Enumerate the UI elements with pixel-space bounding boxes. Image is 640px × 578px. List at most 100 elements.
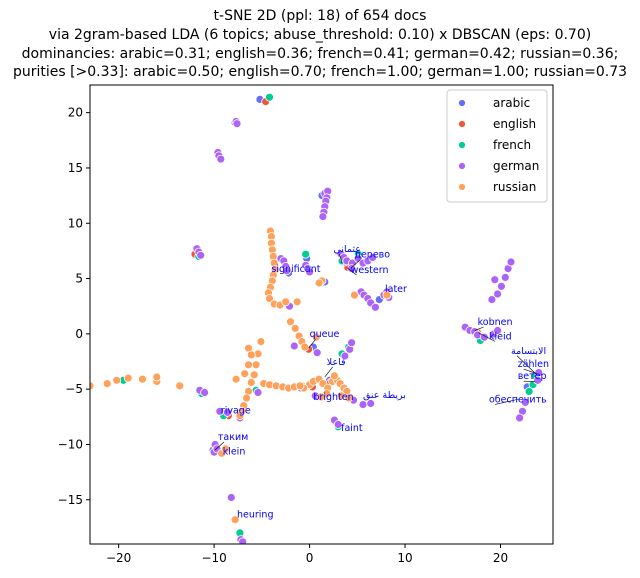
point-german <box>347 264 357 274</box>
x-tick-label: 10 <box>397 551 412 565</box>
point-german <box>493 289 503 299</box>
point-german <box>479 332 489 342</box>
x-tick-label: −20 <box>106 551 131 565</box>
annotation-arrow <box>478 332 496 342</box>
annotation-arrow <box>474 326 484 331</box>
point-russian <box>316 392 326 402</box>
y-tick-label: −15 <box>58 493 83 507</box>
point-german <box>196 250 206 260</box>
point-german <box>368 253 378 262</box>
annotation-label: الابتسامة <box>511 346 546 357</box>
legend-label-russian: russian <box>493 180 536 194</box>
point-german <box>232 119 242 129</box>
point-german <box>487 295 497 305</box>
point-german <box>515 413 524 423</box>
point-german <box>223 407 232 417</box>
point-russian <box>329 371 339 381</box>
legend-marker-russian <box>458 183 466 191</box>
annotation-label: western <box>351 265 389 276</box>
y-tick-label: 20 <box>68 106 83 120</box>
annotation-arrow <box>214 441 225 451</box>
title-line-4: purities [>0.33]: arabic=0.50; english=0… <box>13 64 627 80</box>
points-layer <box>90 92 544 544</box>
point-german <box>520 397 530 407</box>
legend: arabic english french german russian <box>446 89 548 203</box>
point-russian <box>246 350 256 360</box>
point-russian <box>244 360 253 370</box>
annotation-arrow <box>324 366 333 378</box>
point-german <box>370 302 380 312</box>
annotation-label: عثماني <box>333 244 360 255</box>
annotation-label: significant <box>271 264 320 275</box>
title-line-3: dominancies: arabic=0.31; english=0.36; … <box>22 46 619 62</box>
annotation-label: heuring <box>237 510 273 521</box>
y-tick-label: 15 <box>68 161 83 175</box>
point-russian <box>290 323 300 333</box>
point-russian <box>249 370 259 380</box>
point-russian <box>382 290 392 300</box>
annotation-label: faint <box>341 423 363 434</box>
annotation-arrow <box>523 368 537 374</box>
point-german <box>490 275 500 285</box>
point-russian <box>344 393 354 403</box>
point-german <box>216 154 226 164</box>
point-russian <box>311 332 321 342</box>
annotation-label: kobnen <box>478 317 513 328</box>
point-russian <box>152 372 162 382</box>
point-german <box>333 420 343 429</box>
point-german <box>500 272 510 282</box>
point-russian <box>256 337 266 347</box>
annotation-label: таким <box>218 432 248 443</box>
annotation-arrow <box>308 338 316 349</box>
annotation-label: дерево <box>354 250 390 261</box>
annotation-arrow <box>346 267 357 276</box>
point-russian <box>221 444 231 454</box>
chart-title: t-SNE 2D (ppl: 18) of 654 docs via 2gram… <box>13 8 627 80</box>
annotation-label: بريطة عنق <box>363 390 406 401</box>
point-russian <box>349 290 359 300</box>
point-russian <box>138 374 147 384</box>
point-german <box>200 388 210 397</box>
point-russian <box>286 317 295 327</box>
annotation-label: later <box>385 284 407 295</box>
legend-marker-arabic <box>458 99 466 107</box>
point-german <box>496 281 506 291</box>
y-axis: −15 −10 −5 0 5 10 15 20 <box>58 106 90 507</box>
point-russian <box>265 294 274 303</box>
annotation-arrow <box>516 355 537 375</box>
y-tick-label: 0 <box>75 327 83 341</box>
point-russian <box>292 297 302 307</box>
point-german <box>312 348 322 358</box>
point-russian <box>90 381 95 391</box>
legend-box <box>446 89 548 203</box>
point-german <box>305 267 315 277</box>
point-russian <box>295 381 305 391</box>
annotation-label: brighten <box>313 392 353 403</box>
x-tick-label: 0 <box>306 551 314 565</box>
annotation-label: zählen <box>518 359 549 370</box>
title-line-2: via 2gram-based LDA (6 topics; abuse_thr… <box>49 27 591 43</box>
annotation-arrow <box>494 398 519 405</box>
y-tick-label: −10 <box>58 437 83 451</box>
y-tick-label: 5 <box>75 272 83 286</box>
point-german <box>318 212 328 222</box>
point-russian <box>235 411 245 421</box>
legend-label-english: english <box>493 117 536 131</box>
legend-label-french: french <box>493 138 531 152</box>
legend-marker-french <box>458 141 466 149</box>
x-axis: −20 −10 0 10 20 <box>106 544 508 565</box>
annotation-label: ветер <box>518 371 547 382</box>
point-french <box>265 92 274 102</box>
point-german <box>253 388 263 397</box>
point-russian <box>246 378 256 387</box>
title-line-1: t-SNE 2D (ppl: 18) of 654 docs <box>214 8 427 24</box>
point-french <box>301 249 311 259</box>
annotation-label: queue <box>310 329 340 340</box>
legend-label-german: german <box>493 159 539 173</box>
legend-marker-english <box>458 120 466 128</box>
annotation-label: rivage <box>221 406 251 417</box>
point-russian <box>281 297 291 307</box>
point-german <box>493 326 503 335</box>
